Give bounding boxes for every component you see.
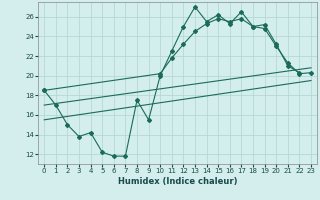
X-axis label: Humidex (Indice chaleur): Humidex (Indice chaleur) — [118, 177, 237, 186]
